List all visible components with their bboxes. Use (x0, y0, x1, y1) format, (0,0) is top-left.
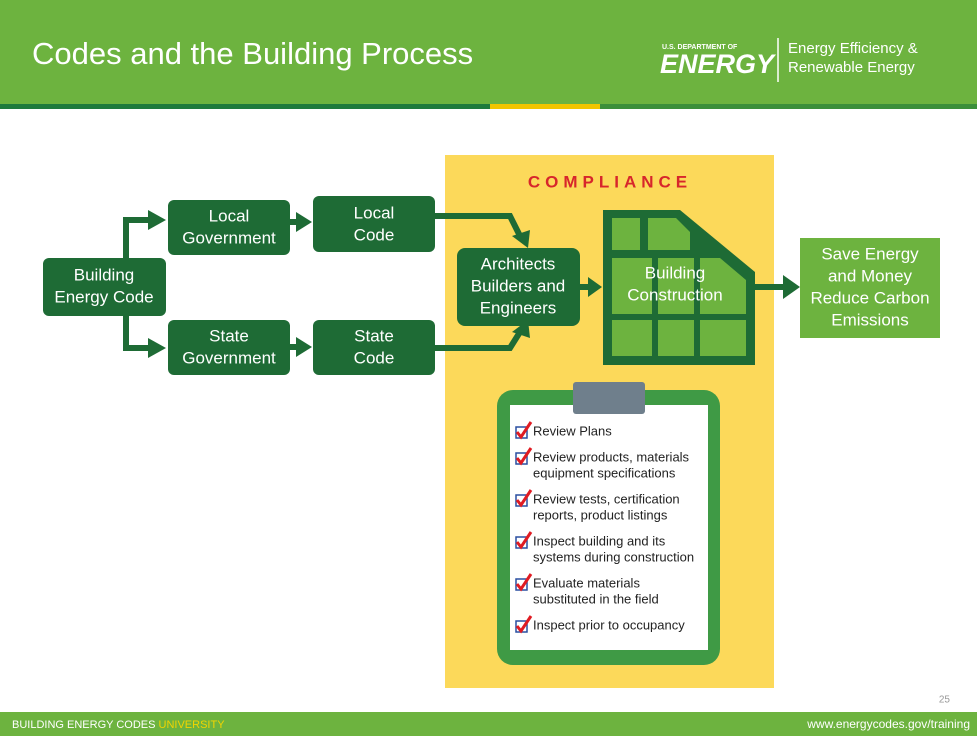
logo-main: ENERGY (660, 49, 777, 79)
checklist-item: Inspect prior to occupancy (533, 617, 685, 632)
logo-right: Renewable Energy (788, 59, 915, 76)
page: Codes and the Building Process U.S. DEPA… (0, 0, 977, 736)
node-label: and Money (828, 266, 913, 285)
clipboard-clip (573, 382, 645, 414)
node-label: Code (354, 348, 395, 367)
node-label: Reduce Carbon (810, 288, 929, 307)
slide: Codes and the Building Process U.S. DEPA… (0, 0, 977, 736)
checklist-item: Evaluate materials (533, 575, 640, 590)
node-label: Government (182, 228, 276, 247)
checklist-item: equipment specifications (533, 465, 676, 480)
logo-right: Energy Efficiency & (788, 40, 918, 57)
compliance-label: COMPLIANCE (528, 172, 692, 191)
node-label: State (209, 326, 249, 345)
clipboard-paper (510, 405, 708, 650)
node-label: Energy Code (54, 287, 153, 306)
node-label: Building (645, 263, 706, 282)
stripe (490, 104, 600, 109)
footer-left: BUILDING ENERGY CODES UNIVERSITY (12, 719, 225, 731)
footer-highlight: UNIVERSITY (159, 719, 226, 731)
title: Codes and the Building Process (32, 36, 473, 71)
page-number: 25 (939, 695, 951, 706)
node-label: Code (354, 225, 395, 244)
checklist-item: substituted in the field (533, 591, 659, 606)
node-label: Construction (627, 285, 722, 304)
node-label: Local (209, 206, 250, 225)
checklist-item: reports, product listings (533, 507, 668, 522)
node-label: Local (354, 203, 395, 222)
node-label: Engineers (480, 298, 557, 317)
node-label: Emissions (831, 310, 908, 329)
node-label: Architects (481, 254, 556, 273)
stripe (600, 104, 977, 109)
footer-text: BUILDING ENERGY CODES (12, 719, 155, 731)
node-label: Save Energy (821, 244, 919, 263)
stripe (0, 104, 490, 109)
checklist-item: Review Plans (533, 423, 612, 438)
checklist-item: Review tests, certification (533, 491, 680, 506)
checklist-item: systems during construction (533, 549, 694, 564)
checklist-item: Inspect building and its (533, 533, 666, 548)
footer-right: www.energycodes.gov/training (806, 717, 970, 731)
node-label: State (354, 326, 394, 345)
node-label: Building (74, 265, 135, 284)
node-label: Builders and (471, 276, 566, 295)
node-label: Government (182, 348, 276, 367)
checklist-item: Review products, materials (533, 449, 690, 464)
